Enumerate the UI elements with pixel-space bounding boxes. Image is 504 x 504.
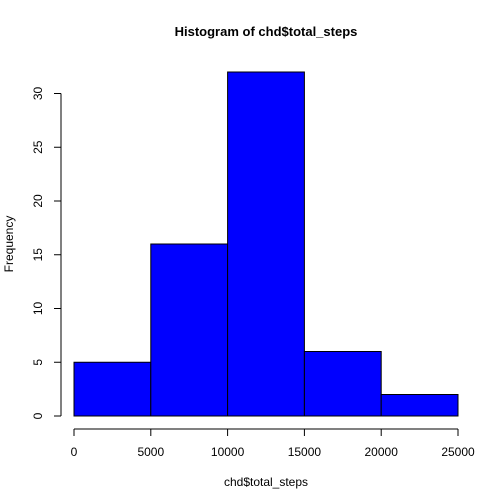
y-tick-label-5: 25 (31, 140, 45, 154)
y-tick-label-3: 15 (31, 248, 45, 262)
bars-group (73, 71, 459, 417)
x-tick-label-1: 5000 (137, 445, 164, 459)
y-tick-label-0: 0 (31, 412, 45, 419)
x-axis-label: chd$total_steps (224, 475, 308, 489)
histogram-bar-0 (73, 361, 152, 417)
x-tick-label-3: 15000 (288, 445, 322, 459)
y-tick-label-1: 5 (31, 359, 45, 366)
y-tick-label-6: 30 (31, 87, 45, 101)
x-tick-label-2: 10000 (211, 445, 245, 459)
y-axis: 0 5 10 15 20 25 30 (31, 87, 62, 419)
chart-title: Histogram of chd$total_steps (175, 24, 358, 39)
x-tick-label-4: 20000 (365, 445, 399, 459)
y-axis-label: Frequency (2, 216, 16, 273)
histogram-bar-3 (303, 351, 382, 417)
histogram-bar-2 (227, 71, 305, 417)
x-axis: 0 5000 10000 15000 20000 25000 (71, 428, 475, 459)
x-tick-label-5: 25000 (441, 445, 475, 459)
histogram-bar-1 (150, 243, 229, 417)
y-tick-label-2: 10 (31, 302, 45, 316)
x-tick-label-0: 0 (71, 445, 78, 459)
histogram-bar-4 (380, 394, 459, 417)
y-tick-label-4: 20 (31, 194, 45, 208)
